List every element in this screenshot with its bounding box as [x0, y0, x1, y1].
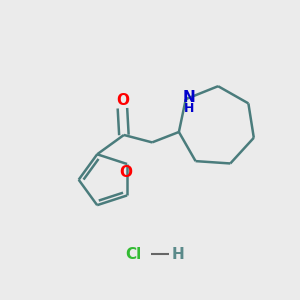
- Text: N: N: [183, 90, 196, 105]
- Text: Cl: Cl: [125, 247, 142, 262]
- Text: H: H: [184, 102, 194, 115]
- Text: H: H: [172, 247, 184, 262]
- Text: O: O: [116, 93, 129, 108]
- Text: O: O: [119, 165, 132, 180]
